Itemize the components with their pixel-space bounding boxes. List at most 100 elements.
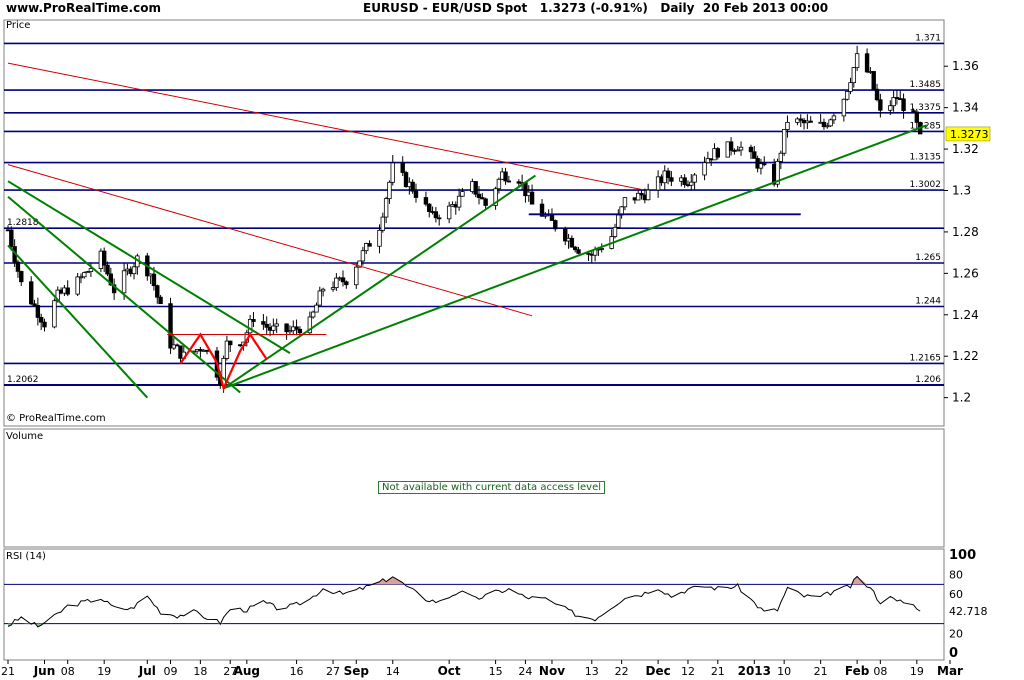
candle-body [344, 281, 349, 286]
rsi-frame [3, 548, 945, 661]
candle-body [891, 97, 896, 107]
x-tick-label: Mar [937, 664, 963, 678]
candle-body [171, 344, 177, 349]
candle-body [775, 161, 780, 185]
level-label: 1.3375 [910, 103, 942, 113]
level-label: 1.3485 [910, 80, 942, 90]
candle-body [715, 148, 721, 158]
price-y-tick-label: 1.24 [952, 308, 979, 322]
candle-body [506, 180, 512, 183]
x-tick-label: 14 [386, 665, 400, 678]
candle-body [85, 271, 90, 274]
datetime: 20 Feb 2013 00:00 [702, 1, 829, 15]
x-tick-label: Jul [138, 664, 156, 678]
trendline-green [7, 180, 291, 354]
level-label: 1.2818 [7, 218, 39, 228]
candle-body [224, 340, 230, 359]
candle-body [383, 198, 389, 218]
candle-body [108, 273, 114, 286]
price-frame [3, 19, 945, 427]
candle-body [665, 170, 671, 179]
rsi-y-tick-label: 20 [949, 627, 963, 640]
candle-body [65, 287, 70, 295]
candle-body [357, 260, 362, 268]
candle-body [483, 198, 488, 206]
x-tick-label: 19 [910, 665, 924, 678]
candle-body [848, 82, 853, 92]
price-panel[interactable]: 1.2 1.22 1.24 1.26 1.28 1.3 1.32 1.34 1.36 1.371 1… [3, 19, 991, 427]
candle-body [785, 121, 790, 130]
instrument-info: EURUSD - EUR/USD Spot 1.3273 (-0.91%) Da… [363, 1, 829, 15]
x-tick-label: 08 [61, 665, 75, 678]
candle-body [778, 152, 784, 162]
candle-body [436, 217, 442, 220]
candle-body [204, 349, 210, 352]
candle-body [572, 246, 578, 251]
change-percent: (-0.91%) [590, 1, 648, 15]
candle-body [307, 316, 313, 334]
x-tick-label: Feb [845, 664, 870, 678]
candle-body [645, 189, 651, 201]
candle-body [287, 330, 293, 333]
candle-body [367, 243, 372, 247]
candle-body [758, 163, 764, 169]
candle-body [914, 111, 920, 123]
instrument-symbol: EURUSD [363, 1, 419, 15]
candle-body [705, 158, 711, 164]
candle-body [82, 272, 87, 278]
candle-body [689, 181, 694, 186]
candle-body [841, 98, 847, 117]
candle-body [636, 192, 641, 201]
candle-body [752, 151, 757, 159]
candle-body [844, 91, 850, 100]
candle-body [586, 252, 591, 255]
candle-body [503, 171, 508, 182]
candle-body [174, 344, 180, 347]
rsi-panel[interactable]: 02040608010042.718 [3, 548, 990, 661]
candle-body [878, 99, 883, 111]
candle-body [669, 177, 674, 182]
x-tick-label: Sep [344, 664, 370, 678]
candle-body [340, 277, 346, 283]
x-tick-label: Oct [438, 664, 461, 678]
x-tick-label: 21 [1, 665, 15, 678]
candle-body [364, 243, 369, 252]
candle-body [433, 211, 439, 219]
candle-body [158, 296, 163, 305]
candle-body [427, 203, 432, 212]
candle-body [377, 229, 382, 247]
x-tick-label: 10 [777, 665, 791, 678]
candle-body [473, 181, 478, 195]
trendline-red [7, 164, 533, 317]
price-panel-label: Price [6, 20, 31, 31]
candle-body [854, 53, 860, 69]
rsi-line [7, 575, 921, 628]
candle-body [539, 203, 545, 217]
candle-body [616, 214, 621, 228]
candle-body [317, 290, 322, 306]
candle-body [728, 141, 734, 151]
candle-body [330, 287, 336, 290]
volume-frame [3, 428, 945, 548]
candle-body [639, 192, 644, 196]
candle-body [294, 326, 299, 330]
price-y-tick-label: 1.36 [952, 59, 979, 73]
price-y-tick-label: 1.34 [952, 101, 979, 115]
level-label: 1.3002 [910, 180, 942, 190]
candle-body [748, 146, 754, 153]
candle-body [360, 250, 366, 262]
candle-body [413, 190, 419, 198]
level-label: 1.2165 [910, 353, 942, 363]
price-y-tick-label: 1.2 [952, 391, 971, 405]
candle-body [320, 288, 326, 292]
candle-body [894, 97, 900, 99]
x-tick-label: 15 [489, 665, 503, 678]
trendline-red [7, 62, 642, 190]
candle-body [410, 181, 415, 192]
candle-body [702, 162, 707, 176]
candle-body [496, 178, 502, 190]
x-tick-label: Aug [234, 664, 260, 678]
candle-body [476, 193, 482, 198]
